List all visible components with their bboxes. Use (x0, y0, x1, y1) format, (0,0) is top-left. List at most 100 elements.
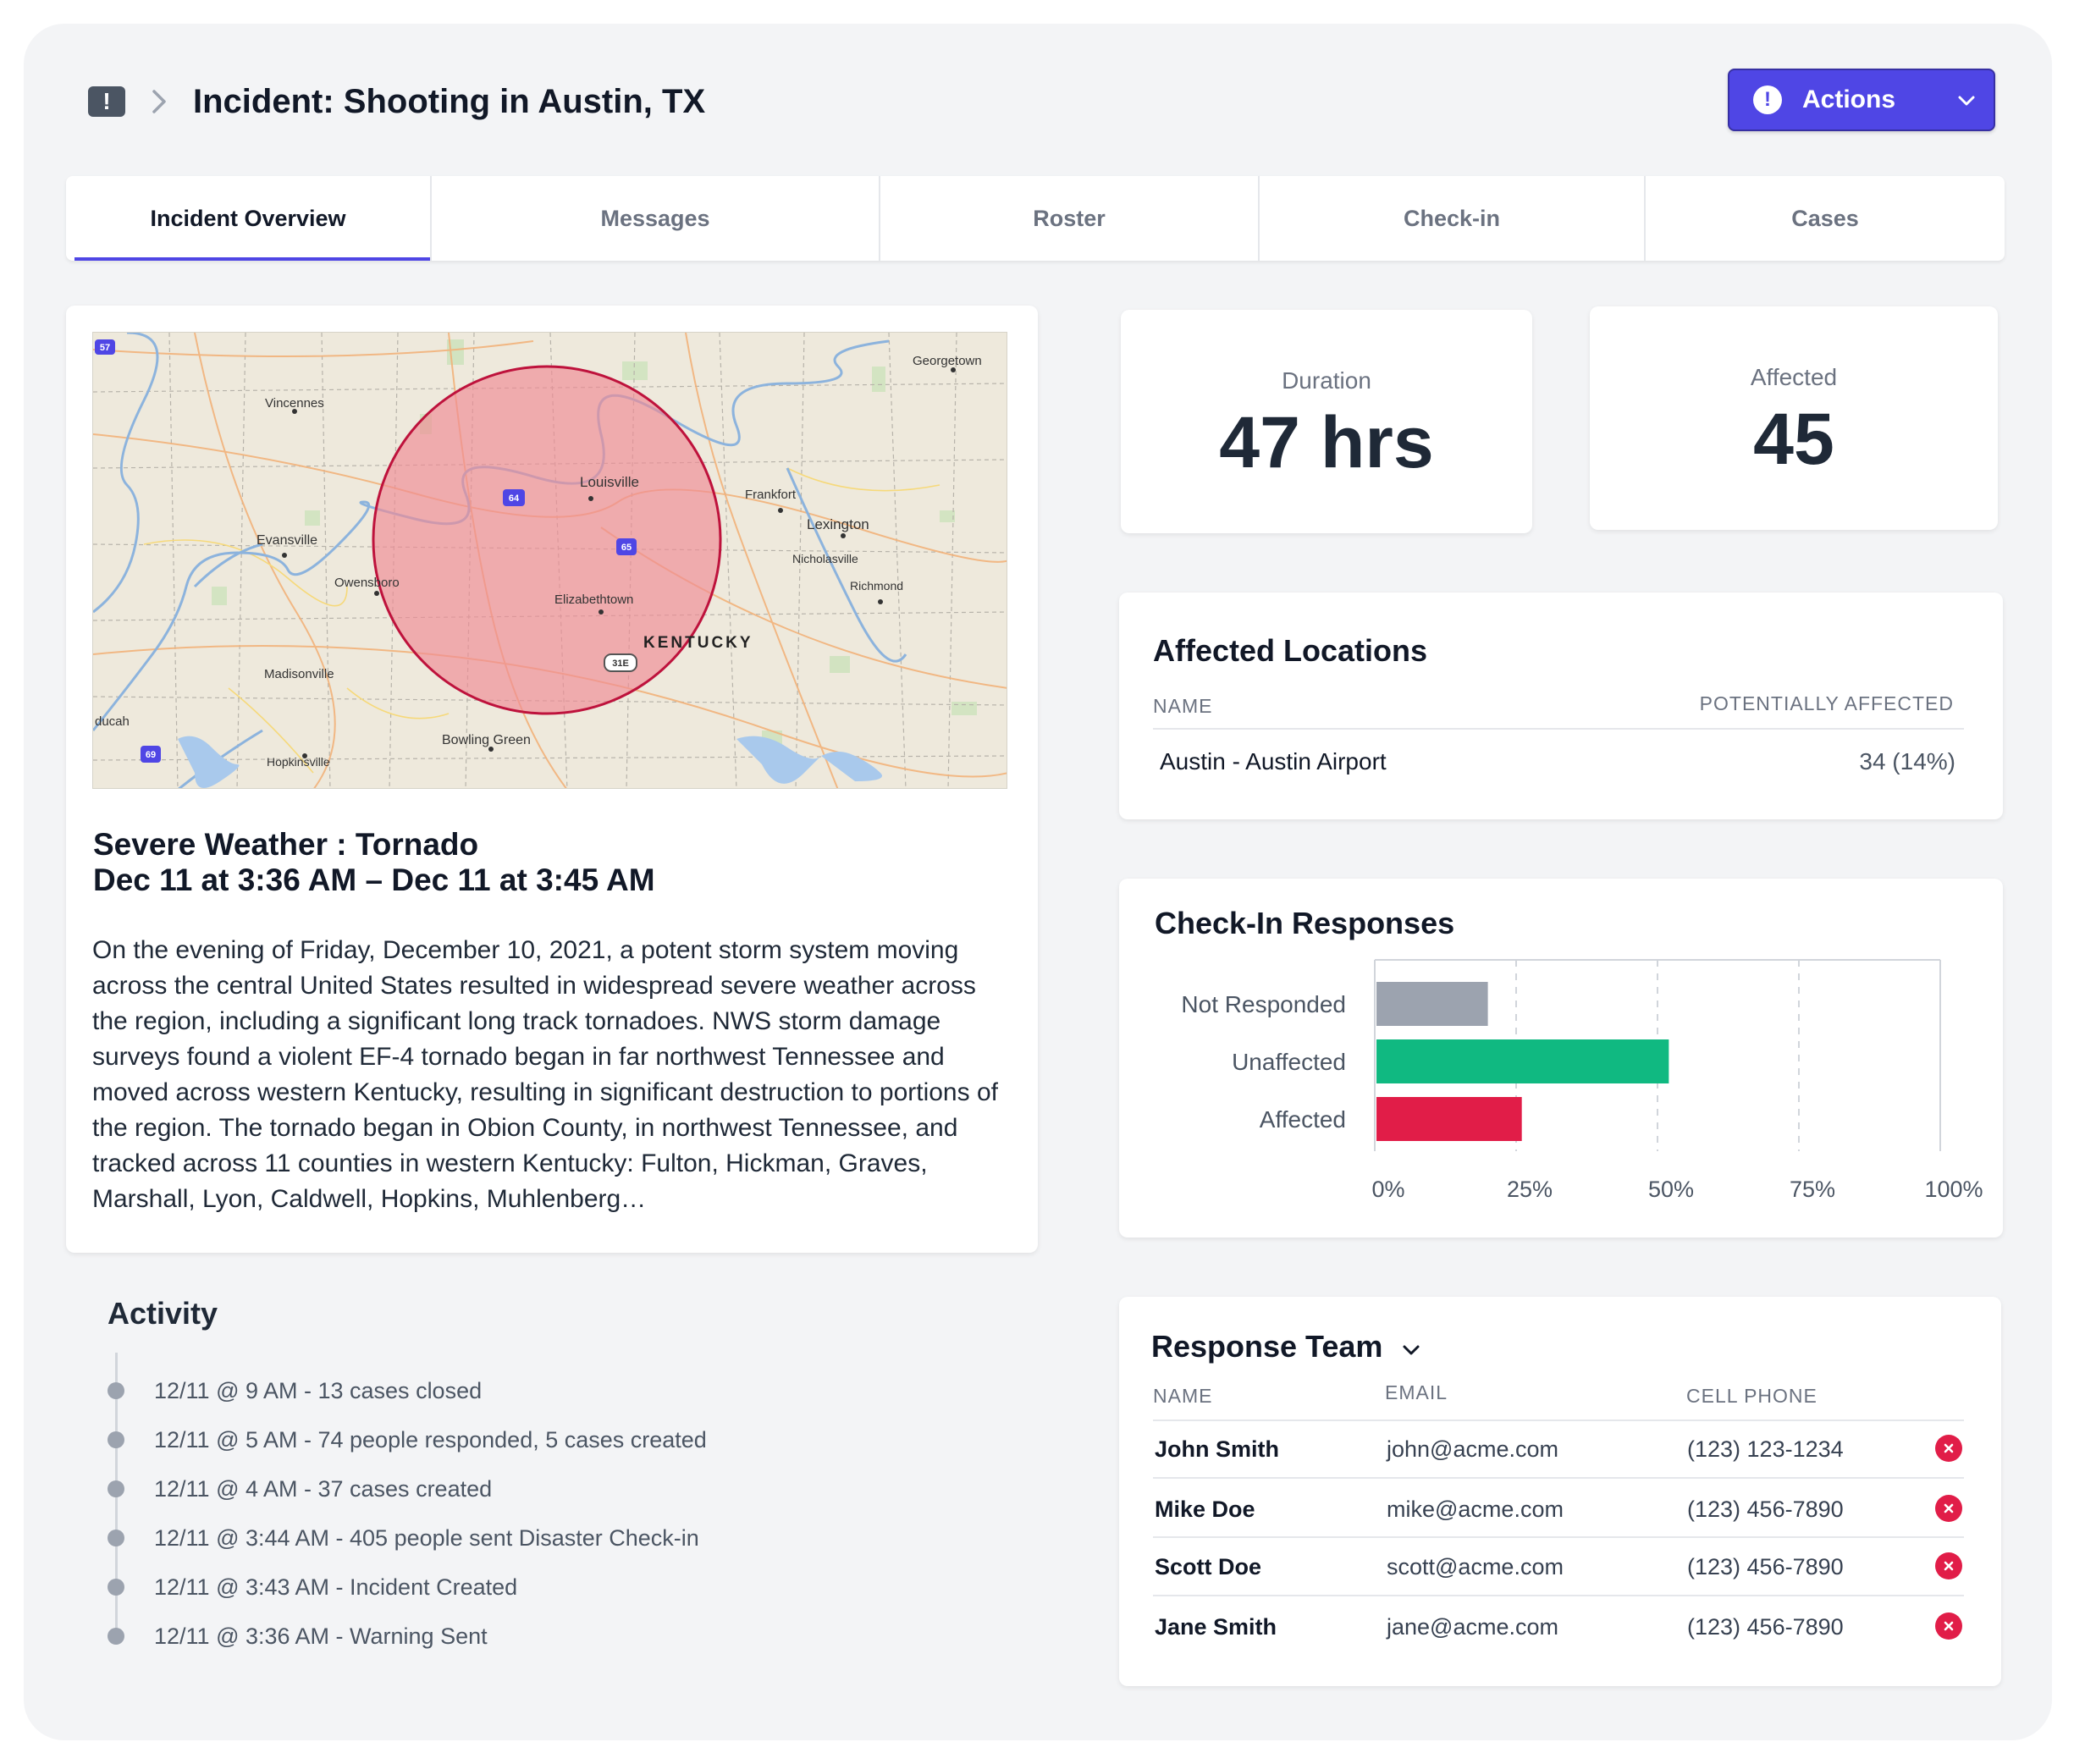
map-label-elizabethtown: Elizabethtown (554, 593, 633, 607)
member-name: John Smith (1155, 1436, 1279, 1462)
x-tick-label: 25% (1507, 1177, 1553, 1202)
remove-member-button[interactable] (1935, 1612, 1962, 1640)
map-label-nicholasville: Nicholasville (792, 552, 858, 565)
map-label-hopkinsville: Hopkinsville (267, 755, 330, 769)
duration-value: 47 hrs (1219, 402, 1434, 483)
activity-text: 12/11 @ 5 AM - 74 people responded, 5 ca… (154, 1426, 707, 1453)
shield-69: 69 (146, 750, 156, 760)
map-label-kentucky: KENTUCKY (643, 634, 753, 652)
col-potentially-affected: POTENTIALLY AFFECTED (1699, 692, 1954, 714)
tab-cases[interactable]: Cases (1644, 176, 2005, 261)
alert-square-icon: ! (88, 86, 125, 117)
shield-31e: 31E (612, 659, 629, 669)
member-name: Jane Smith (1155, 1614, 1277, 1640)
checkin-chart: 0% 25% 50% 75% 100% Not Responded Unaffected Af… (1181, 959, 1983, 1202)
bar-unaffected (1376, 1039, 1669, 1083)
map-label-lexington: Lexington (807, 516, 869, 532)
timeline-dot (108, 1431, 124, 1448)
member-email[interactable]: scott@acme.com (1387, 1554, 1564, 1579)
incident-map[interactable]: Georgetown Vincennes Louisville Frankfor… (92, 332, 1007, 789)
incident-description: On the evening of Friday, December 10, 2… (92, 936, 998, 1213)
member-phone: (123) 456-7890 (1687, 1497, 1844, 1522)
activity-item: 12/11 @ 3:44 AM - 405 people sent Disast… (108, 1521, 699, 1555)
tab-bar: Incident Overview Messages Roster Check-… (66, 176, 2005, 261)
close-icon (1944, 1561, 1954, 1571)
timeline-dot (108, 1628, 124, 1645)
map-label-georgetown: Georgetown (913, 354, 982, 368)
affected-value: 45 (1753, 399, 1834, 480)
shield-65: 65 (621, 543, 632, 553)
actions-button[interactable]: ! Actions (1728, 69, 1995, 131)
member-phone: (123) 456-7890 (1687, 1554, 1844, 1579)
divider (1153, 1477, 1964, 1479)
affected-card: Affected 45 (1590, 306, 1998, 530)
activity-item: 12/11 @ 3:36 AM - Warning Sent (108, 1619, 488, 1653)
member-phone: (123) 456-7890 (1687, 1614, 1844, 1640)
incident-card: Georgetown Vincennes Louisville Frankfor… (66, 306, 1038, 1253)
incident-heading: Severe Weather : Tornado Dec 11 at 3:36 … (93, 827, 655, 898)
tab-roster[interactable]: Roster (879, 176, 1258, 261)
tab-incident-overview[interactable]: Incident Overview (66, 176, 430, 261)
location-name: Austin - Austin Airport (1160, 748, 1387, 775)
member-phone: (123) 123-1234 (1687, 1436, 1844, 1462)
alert-circle-icon: ! (1753, 85, 1782, 114)
table-row: Jane Smith jane@acme.com (123) 456-7890 (1153, 1599, 1964, 1658)
bar-not-responded (1376, 982, 1488, 1026)
remove-member-button[interactable] (1935, 1552, 1962, 1579)
bar-affected (1376, 1097, 1522, 1141)
chevron-down-icon (1958, 96, 1975, 106)
map-label-bowling-green: Bowling Green (442, 733, 531, 747)
affected-label: Affected (1750, 364, 1838, 390)
map-canvas: Georgetown Vincennes Louisville Frankfor… (93, 333, 1007, 788)
location-affected: 34 (14%) (1859, 748, 1955, 775)
activity-text: 12/11 @ 9 AM - 13 cases closed (154, 1377, 483, 1403)
activity-text: 12/11 @ 3:43 AM - Incident Created (154, 1574, 518, 1600)
remove-member-button[interactable] (1935, 1495, 1962, 1522)
affected-locations-card: Affected Locations NAME POTENTIALLY AFFE… (1119, 593, 2003, 819)
table-row: Scott Doe scott@acme.com (123) 456-7890 (1153, 1539, 1964, 1598)
activity-item: 12/11 @ 9 AM - 13 cases closed (108, 1374, 482, 1408)
map-label-owensboro: Owensboro (334, 576, 400, 590)
chevron-right-icon (146, 83, 173, 120)
member-email[interactable]: jane@acme.com (1387, 1614, 1558, 1640)
member-name: Scott Doe (1155, 1554, 1262, 1579)
col-name: NAME (1153, 1385, 1213, 1407)
response-team-title: Response Team (1151, 1329, 1383, 1364)
tab-check-in[interactable]: Check-in (1258, 176, 1644, 261)
map-label-louisville: Louisville (580, 474, 639, 490)
response-team-card: Response Team NAME EMAIL CELL PHONE John… (1119, 1297, 2001, 1686)
map-label-evansville: Evansville (256, 533, 317, 548)
category-label: Affected (1260, 1106, 1346, 1133)
col-cell-phone: CELL PHONE (1686, 1385, 1818, 1407)
checkin-title: Check-In Responses (1155, 906, 1455, 940)
activity-text: 12/11 @ 3:36 AM - Warning Sent (154, 1623, 488, 1649)
timeline-line (115, 1353, 118, 1645)
activity-item: 12/11 @ 4 AM - 37 cases created (108, 1472, 492, 1506)
remove-member-button[interactable] (1935, 1435, 1962, 1462)
col-name: NAME (1153, 695, 1213, 717)
table-row: John Smith john@acme.com (123) 123-1234 (1153, 1421, 1964, 1480)
map-label-paducah: ducah (95, 714, 130, 729)
shield-64: 64 (509, 493, 520, 504)
checkin-responses-card: Check-In Responses 0% 25% 50% 75% 100% Not Re… (1119, 879, 2003, 1238)
category-label: Unaffected (1232, 1049, 1346, 1075)
x-tick-label: 0% (1371, 1177, 1404, 1202)
page-header: ! Incident: Shooting in Austin, TX (88, 83, 705, 120)
page-title: Incident: Shooting in Austin, TX (193, 82, 706, 120)
timeline-dot (108, 1382, 124, 1399)
tab-messages[interactable]: Messages (430, 176, 879, 261)
shield-57: 57 (100, 343, 110, 353)
col-email: EMAIL (1385, 1381, 1448, 1403)
timeline-dot (108, 1530, 124, 1546)
incident-type: Severe Weather : Tornado (93, 827, 479, 862)
map-label-richmond: Richmond (850, 579, 903, 593)
affected-locations-title: Affected Locations (1153, 633, 1428, 668)
table-row: Mike Doe mike@acme.com (123) 456-7890 (1153, 1481, 1964, 1541)
divider (1153, 728, 1964, 730)
activity-item: 12/11 @ 5 AM - 74 people responded, 5 ca… (108, 1423, 707, 1457)
map-labels: Georgetown Vincennes Louisville Frankfor… (95, 354, 982, 769)
member-email[interactable]: mike@acme.com (1387, 1497, 1564, 1522)
timeline-dot (108, 1579, 124, 1596)
member-email[interactable]: john@acme.com (1387, 1436, 1558, 1462)
chevron-down-icon[interactable] (1400, 1339, 1422, 1361)
